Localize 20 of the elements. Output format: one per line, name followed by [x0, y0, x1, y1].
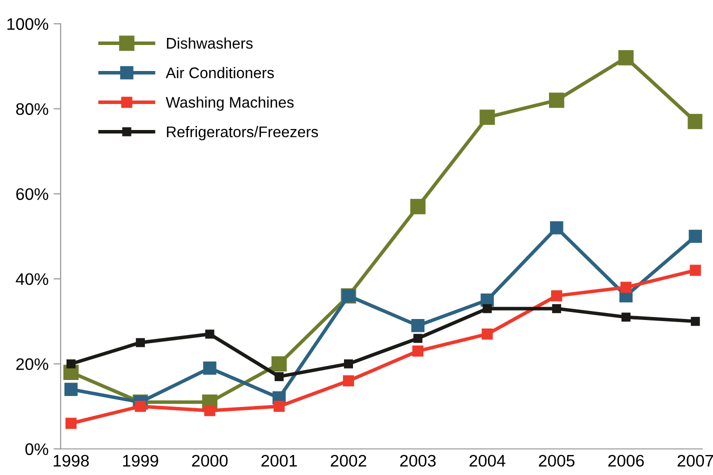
x-tick-label: 2004 [470, 454, 506, 467]
x-tick-label: 1998 [54, 454, 89, 467]
legend-label: Dishwashers [166, 38, 253, 49]
legend-label: Refrigerators/Freezers [166, 126, 318, 140]
x-tick-label: 2001 [261, 454, 297, 467]
y-tick-label: 100% [7, 18, 48, 30]
y-tick-label: 80% [16, 103, 48, 115]
y-tick-label: 60% [16, 188, 48, 200]
y-tick-label: 20% [16, 358, 48, 370]
x-tick-label: 2003 [400, 454, 436, 467]
x-tick-label: 2007 [678, 454, 713, 467]
x-tick-label: 2005 [538, 454, 574, 467]
legend-label: Washing Machines [166, 96, 294, 111]
y-tick-label: 0% [25, 443, 48, 456]
x-tick-label: 2002 [330, 454, 366, 467]
x-tick-label: 2006 [608, 454, 644, 467]
y-tick-label: 40% [16, 273, 48, 286]
x-tick-label: 1999 [123, 454, 158, 467]
legend-label: Air Conditioners [166, 67, 274, 78]
x-tick-label: 2000 [192, 454, 228, 467]
